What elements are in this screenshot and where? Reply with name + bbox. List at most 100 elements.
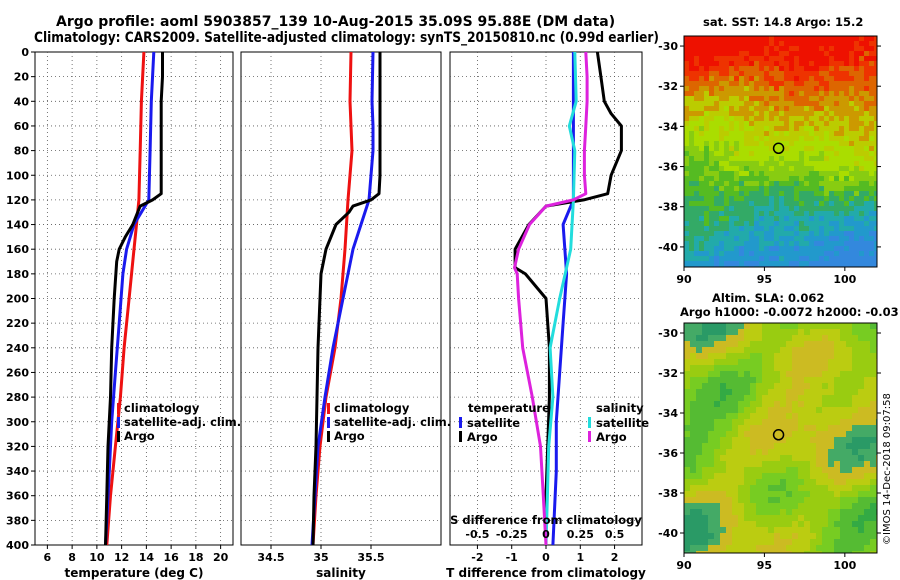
sst_map-cell — [834, 181, 840, 187]
sst_map-cell — [829, 46, 835, 52]
sla_map-cell — [726, 485, 733, 492]
sst_map-cell — [694, 36, 700, 42]
sla_map-cell — [828, 455, 835, 462]
sst_map-cell — [824, 211, 830, 217]
sst_map-cell — [689, 211, 695, 217]
sla_map-cell — [816, 521, 823, 528]
sst_map-cell — [739, 211, 745, 217]
sst_map-cell — [774, 116, 780, 122]
sla_map-cell — [786, 383, 793, 390]
sst_map-cell — [714, 96, 720, 102]
sla_map-cell — [816, 347, 823, 354]
sst_map-cell — [804, 176, 810, 182]
sst_map-cell — [869, 36, 875, 42]
sst_map-cell — [764, 166, 770, 172]
sst_map-cell — [749, 236, 755, 242]
sst_map-cell — [859, 156, 865, 162]
sla_map-cell — [774, 473, 781, 480]
sst_map-cell — [799, 86, 805, 92]
sla_map-cell — [870, 503, 877, 510]
sst_map-cell — [789, 86, 795, 92]
sst_map-cell — [864, 121, 870, 127]
sst_map-ytick-label: -34 — [658, 120, 678, 133]
sla_map-cell — [762, 467, 769, 474]
sla_map-cell — [684, 533, 691, 540]
sst_map-cell — [819, 141, 825, 147]
sst_map-cell — [784, 231, 790, 237]
sst_map-cell — [719, 151, 725, 157]
sla_map-cell — [690, 389, 697, 396]
sla_map-cell — [768, 341, 775, 348]
sst_map-cell — [789, 66, 795, 72]
sst_map-cell — [719, 106, 725, 112]
sla_map-cell — [846, 461, 853, 468]
sst_map-cell — [864, 201, 870, 207]
sst_map-cell — [839, 61, 845, 67]
sla_map-cell — [798, 467, 805, 474]
sla_map-cell — [708, 389, 715, 396]
sla_map-cell — [834, 329, 841, 336]
sla_map-cell — [720, 449, 727, 456]
imos-watermark: ©IMOS 14-Dec-2018 09:07:58 — [882, 393, 893, 545]
sst_map-cell — [869, 196, 875, 202]
sst_map-cell — [804, 161, 810, 167]
sla_map-cell — [834, 437, 841, 444]
sst_map-cell — [799, 256, 805, 262]
sst_map-cell — [734, 66, 740, 72]
sla_map-cell — [714, 323, 721, 330]
sst_map-cell — [869, 226, 875, 232]
sst_map-cell — [764, 191, 770, 197]
sla_map-cell — [846, 443, 853, 450]
sla_map-cell — [696, 527, 703, 534]
sla_map-cell — [810, 425, 817, 432]
sst_map-cell — [854, 81, 860, 87]
sla_map-cell — [702, 521, 709, 528]
sst_map-cell — [859, 81, 865, 87]
sla_map-cell — [822, 533, 829, 540]
sst_map-cell — [779, 246, 785, 252]
sst_map-cell — [844, 196, 850, 202]
sst_map-cell — [809, 261, 815, 267]
sst_map-cell — [804, 231, 810, 237]
sst_map-cell — [744, 76, 750, 82]
sst_map-cell — [699, 186, 705, 192]
sst_map-cell — [794, 131, 800, 137]
temperature-legend-label: climatology — [124, 401, 200, 415]
sla_map-cell — [840, 527, 847, 534]
sst_map-cell — [719, 241, 725, 247]
sla_map-cell — [846, 539, 853, 546]
sst_map-cell — [729, 216, 735, 222]
sst_map-cell — [799, 156, 805, 162]
sla_map-cell — [858, 323, 865, 330]
sst_map-cell — [814, 141, 820, 147]
sla_map-cell — [768, 335, 775, 342]
sla_map-cell — [858, 467, 865, 474]
sla_map-cell — [708, 377, 715, 384]
sst_map-cell — [764, 141, 770, 147]
sla_map-cell — [822, 377, 829, 384]
sst_map-cell — [749, 196, 755, 202]
sst_map-cell — [784, 101, 790, 107]
sst_map-cell — [734, 201, 740, 207]
sst_map-cell — [859, 101, 865, 107]
sla_map-cell — [798, 377, 805, 384]
sst_map-cell — [754, 191, 760, 197]
sla_map-cell — [828, 383, 835, 390]
sst_map-cell — [729, 256, 735, 262]
sst_map-cell — [774, 191, 780, 197]
sst_map-cell — [869, 66, 875, 72]
sla_map-cell — [756, 485, 763, 492]
sst_map-cell — [734, 206, 740, 212]
sla_map-cell — [816, 491, 823, 498]
sst_map-cell — [869, 176, 875, 182]
sst_map-cell — [784, 161, 790, 167]
sla_map-cell — [852, 359, 859, 366]
sla_map-cell — [768, 383, 775, 390]
sst_map-cell — [839, 136, 845, 142]
sst_map-cell — [724, 221, 730, 227]
depth-tick-label: 300 — [6, 416, 29, 429]
sst_map-cell — [739, 116, 745, 122]
sst_map-cell — [689, 171, 695, 177]
sst_map-cell — [714, 216, 720, 222]
sst_map-cell — [779, 221, 785, 227]
